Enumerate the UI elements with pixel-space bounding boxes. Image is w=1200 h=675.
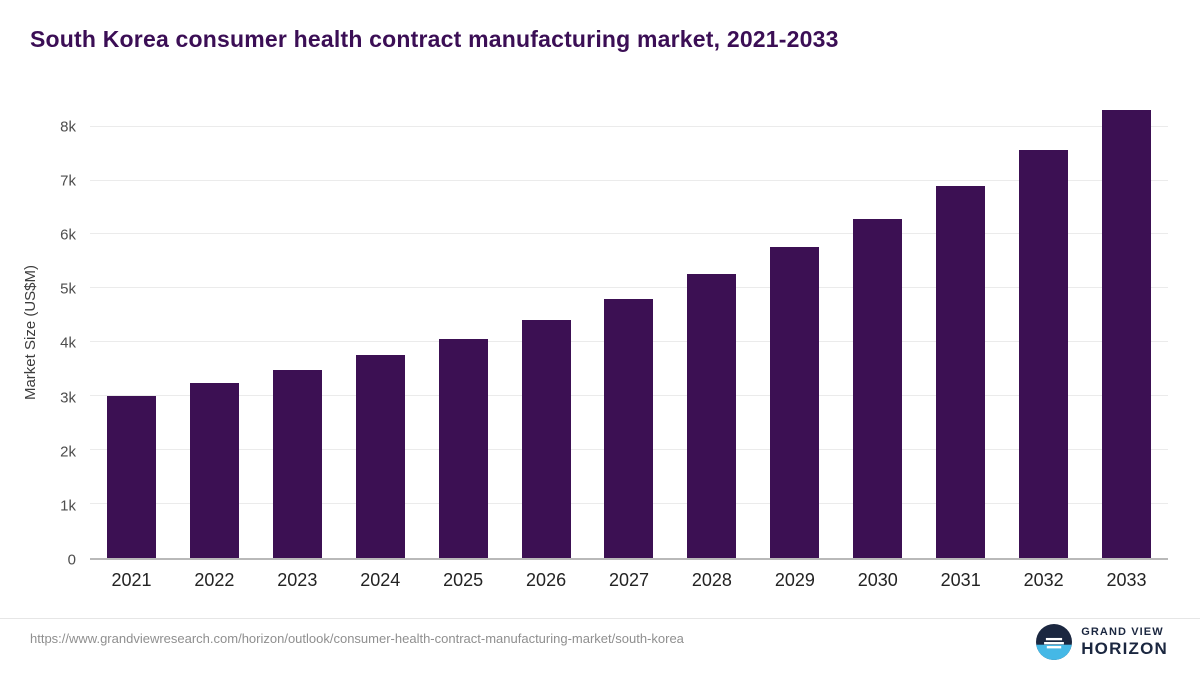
x-tick-2028: 2028 <box>691 570 732 590</box>
y-tick-7k: 7k <box>60 172 76 190</box>
y-axis-ticks: 0 1k 2k 3k 4k 5k 6k 7k 8k <box>0 105 76 568</box>
y-tick-4k: 4k <box>60 334 76 352</box>
bar-2021 <box>106 395 156 558</box>
brand-text: GRAND VIEW HORIZON <box>1081 626 1168 658</box>
gridline-7k <box>90 179 1168 181</box>
x-tick-2023: 2023 <box>277 570 318 590</box>
bar-2022 <box>189 382 239 558</box>
bar-cell-2027 <box>588 105 671 558</box>
bar-cell-2033 <box>1085 105 1168 558</box>
x-tick-2024: 2024 <box>360 570 401 590</box>
source-url: https://www.grandviewresearch.com/horizo… <box>30 631 684 646</box>
gridline-5k <box>90 287 1168 289</box>
brand-name-bottom: HORIZON <box>1081 638 1168 658</box>
bar-cell-2025 <box>422 105 505 558</box>
bar-cell-2024 <box>339 105 422 558</box>
bar-cell-2032 <box>1002 105 1085 558</box>
bars-container <box>90 105 1168 558</box>
chart-title: South Korea consumer health contract man… <box>30 26 839 52</box>
brand-logo: GRAND VIEW HORIZON <box>1036 624 1168 660</box>
bar-cell-2029 <box>753 105 836 558</box>
x-tick-2027: 2027 <box>608 570 650 590</box>
bar-cell-2031 <box>919 105 1002 558</box>
x-tick-2029: 2029 <box>774 570 815 590</box>
x-tick-2022: 2022 <box>194 570 235 590</box>
bar-2032 <box>1019 150 1069 558</box>
x-tick-2032: 2032 <box>1023 570 1064 590</box>
bar-2026 <box>521 319 571 558</box>
bar-cell-2026 <box>505 105 588 558</box>
y-tick-6k: 6k <box>60 226 76 244</box>
y-tick-8k: 8k <box>60 118 76 136</box>
x-tick-2026: 2026 <box>526 570 567 590</box>
y-tick-0: 0 <box>67 551 76 569</box>
x-tick-2021: 2021 <box>111 570 152 590</box>
bar-cell-2023 <box>256 105 339 558</box>
gridline-6k <box>90 233 1168 235</box>
bar-cell-2028 <box>670 105 753 558</box>
x-tick-2025: 2025 <box>443 570 484 590</box>
bar-2027 <box>604 298 654 558</box>
x-tick-2030: 2030 <box>857 570 898 590</box>
y-tick-3k: 3k <box>60 389 76 406</box>
bar-2028 <box>687 273 737 558</box>
bar-cell-2022 <box>173 105 256 558</box>
bar-2033 <box>1102 110 1152 558</box>
bar-cell-2030 <box>836 105 919 558</box>
bar-2030 <box>853 218 903 558</box>
x-axis-ticks: 2021 2022 2023 2024 2025 2026 2027 2028 2029 2030… <box>90 570 1168 591</box>
bar-2023 <box>272 370 322 558</box>
y-tick-1k: 1k <box>60 497 76 515</box>
y-tick-2k: 2k <box>60 443 76 461</box>
bar-2024 <box>355 355 405 558</box>
y-tick-5k: 5k <box>60 280 76 298</box>
x-tick-2033: 2033 <box>1106 570 1147 590</box>
bar-cell-2021 <box>90 105 173 558</box>
bar-2029 <box>770 247 820 558</box>
brand-name-top: GRAND VIEW <box>1081 625 1164 638</box>
bar-2031 <box>936 185 986 558</box>
horizon-logo-icon <box>1036 624 1073 660</box>
footer-divider <box>0 618 1200 619</box>
plot-area <box>90 105 1168 560</box>
bar-2025 <box>438 338 488 558</box>
x-tick-2031: 2031 <box>940 570 981 590</box>
gridline-8k <box>90 125 1168 127</box>
